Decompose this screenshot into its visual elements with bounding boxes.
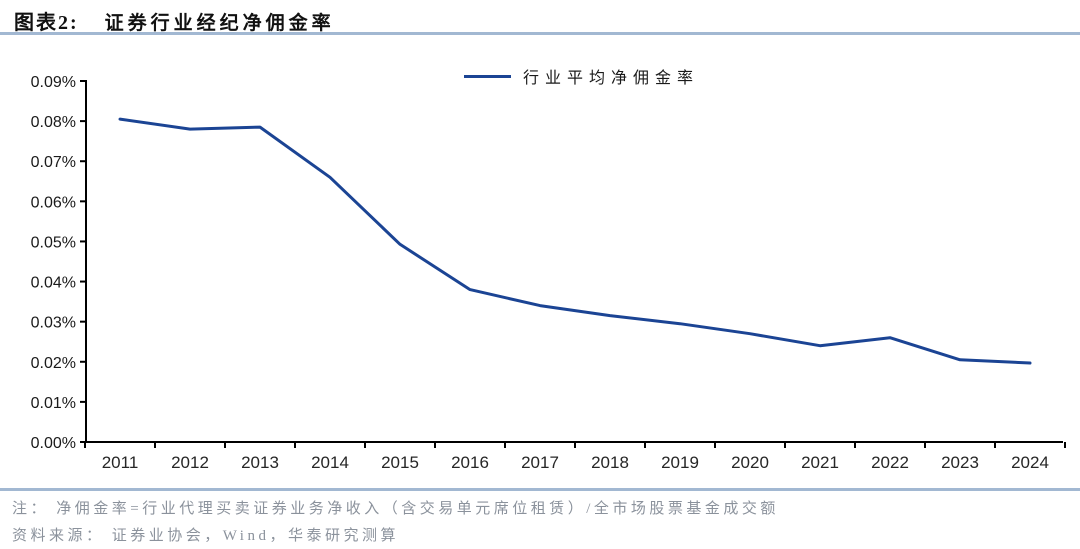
- series-line: [118, 117, 1032, 365]
- x-axis-tick-label: 2019: [661, 453, 699, 472]
- y-axis-tick-label: 0.03%: [31, 315, 76, 332]
- figure-title: 证券行业经纪净佣金率: [104, 13, 335, 34]
- x-axis-tick-label: 2018: [591, 453, 629, 472]
- figure-number-label: 图表2:: [14, 12, 79, 34]
- footer-divider-line: [0, 488, 1080, 491]
- y-axis-tick-label: 0.08%: [31, 114, 76, 131]
- x-axis-tick-label: 2020: [731, 453, 769, 472]
- x-axis-tick-label: 2024: [1011, 453, 1049, 472]
- x-axis-tick-label: 2021: [801, 453, 839, 472]
- y-axis-tick-label: 0.00%: [31, 435, 76, 452]
- y-axis-tick-label: 0.05%: [31, 234, 76, 251]
- chart-note-text: 注： 净佣金率=行业代理买卖证券业务净收入（含交易单元席位租赁）/全市场股票基金…: [12, 501, 779, 517]
- y-axis-tick-label: 0.02%: [31, 355, 76, 372]
- x-axis-tick-label: 2011: [102, 453, 139, 472]
- chart-header: 图表2: 证券行业经纪净佣金率: [14, 6, 335, 35]
- chart-source-text: 资料来源： 证券业协会，Wind，华泰研究测算: [12, 528, 399, 544]
- title-divider-line: [0, 32, 1080, 35]
- x-axis-tick-label: 2023: [941, 453, 979, 472]
- x-axis-tick-label: 2015: [381, 453, 419, 472]
- y-axis-tick-label: 0.06%: [31, 194, 76, 211]
- x-axis-tick-label: 2022: [871, 453, 909, 472]
- y-axis-tick-label: 0.09%: [31, 74, 76, 91]
- y-axis-tick-label: 0.04%: [31, 275, 76, 292]
- chart-legend: 行业平均净佣金率: [464, 64, 699, 88]
- y-axis-tick-label: 0.07%: [31, 154, 76, 171]
- x-axis-tick-label: 2014: [311, 453, 349, 472]
- legend-line-swatch: [464, 74, 511, 78]
- x-axis-tick-label: 2013: [241, 453, 279, 472]
- x-axis-tick-label: 2017: [521, 453, 559, 472]
- x-axis-tick-label: 2012: [171, 453, 209, 472]
- y-axis-tick-label: 0.01%: [31, 395, 76, 412]
- legend-series-label: 行业平均净佣金率: [523, 70, 700, 87]
- x-axis-tick-label: 2016: [451, 453, 489, 472]
